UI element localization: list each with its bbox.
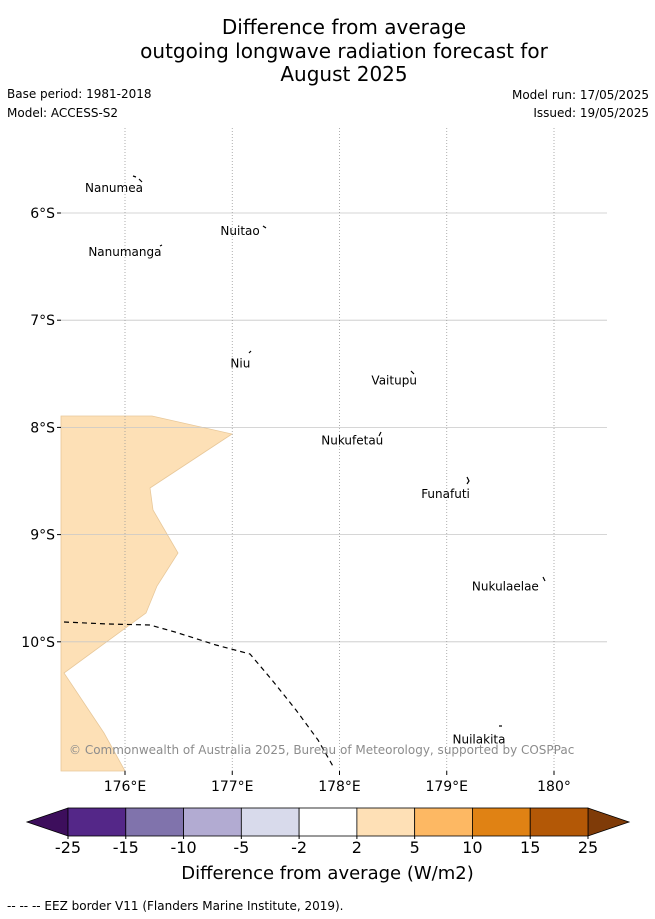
base-period-label: Base period: 1981-2018 [7,87,152,101]
lon-tick-label: 177°E [211,779,254,795]
title-line-3: August 2025 [280,62,408,86]
lat-tick-label: 7°S [30,313,55,329]
colorbar-segment [356,807,416,837]
island-outline [466,476,470,485]
lon-tick-label: 176°E [104,779,147,795]
colorbar-tick-label: 2 [352,838,362,857]
lat-tick-label: 9°S [30,528,55,544]
model-label: Model: ACCESS-S2 [7,106,119,120]
issued-label: Issued: 19/05/2025 [533,106,649,120]
lon-tick-label: 179°E [425,779,468,795]
colorbar-segment [125,807,184,837]
colorbar-tick-label: -2 [291,838,307,857]
island-nanumanga: Nanumanga [88,244,163,259]
island-outline [410,370,415,375]
colorbar-tick-label: -10 [170,838,196,857]
colorbar-segment [67,807,127,837]
island-label: Nanumea [85,181,143,195]
title-line-1: Difference from average [221,15,467,39]
colorbar-segment [298,807,358,837]
colorbar-segment [240,807,300,837]
colorbar-segment [472,807,531,837]
colorbar-tick-label: 5 [410,838,420,857]
map-title: Difference from average outgoing longwav… [0,15,655,87]
colorbar-segment [183,807,242,837]
island-nukulaelae: Nukulaelae [472,576,546,593]
island-nuitao: Nuitao [220,224,267,238]
island-nuilakita: Nuilakita [453,725,506,747]
attribution-text: © Commonwealth of Australia 2025, Bureau… [69,743,574,757]
colorbar-tick-label: -15 [113,838,139,857]
island-label: Nuitao [220,224,259,238]
island-label: Niu [230,356,250,370]
colorbar-segment [414,807,473,837]
colorbar-segment [529,807,589,837]
island-label: Nuilakita [453,733,506,747]
colorbar-over-extend [587,807,631,837]
lat-tick-label: 6°S [30,206,55,222]
lat-tick-label: 10°S [21,635,55,651]
island-outline [542,576,546,582]
lat-tick-label: 8°S [30,420,55,436]
colorbar-tick-label: -5 [233,838,249,857]
colorbar-tick-label: 15 [520,838,540,857]
island-outline [378,431,382,437]
colorbar-under-extend [25,807,69,837]
island-nukufetau: Nukufetau [321,431,383,448]
colorbar-tick-label: 10 [462,838,482,857]
colorbar-tick-label: -25 [55,838,81,857]
island-vaitupu: Vaitupu [371,370,417,388]
island-outline [132,175,143,183]
island-outline [248,350,252,354]
colorbar-title: Difference from average (W/m2) [181,863,474,884]
island-label: Nanumanga [88,245,161,259]
island-label: Nukulaelae [472,579,539,593]
eez-legend-note: -- -- -- EEZ border V11 (Flanders Marine… [7,899,344,913]
island-nanumea: Nanumea [85,175,143,195]
title-line-2: outgoing longwave radiation forecast for [140,38,548,63]
island-funafuti: Funafuti [421,476,470,501]
island-outline [159,244,163,247]
model-run-label: Model run: 17/05/2025 [511,88,649,102]
island-niu: Niu [230,350,252,370]
island-label: Nukufetau [321,434,383,448]
eez-border-line [63,621,335,769]
lon-tick-label: 180° [537,779,571,795]
island-outline [262,225,267,229]
island-label: Funafuti [421,487,470,501]
lon-tick-label: 178°E [318,779,361,795]
colorbar-tick-label: 25 [578,838,598,857]
island-label: Vaitupu [371,374,417,388]
